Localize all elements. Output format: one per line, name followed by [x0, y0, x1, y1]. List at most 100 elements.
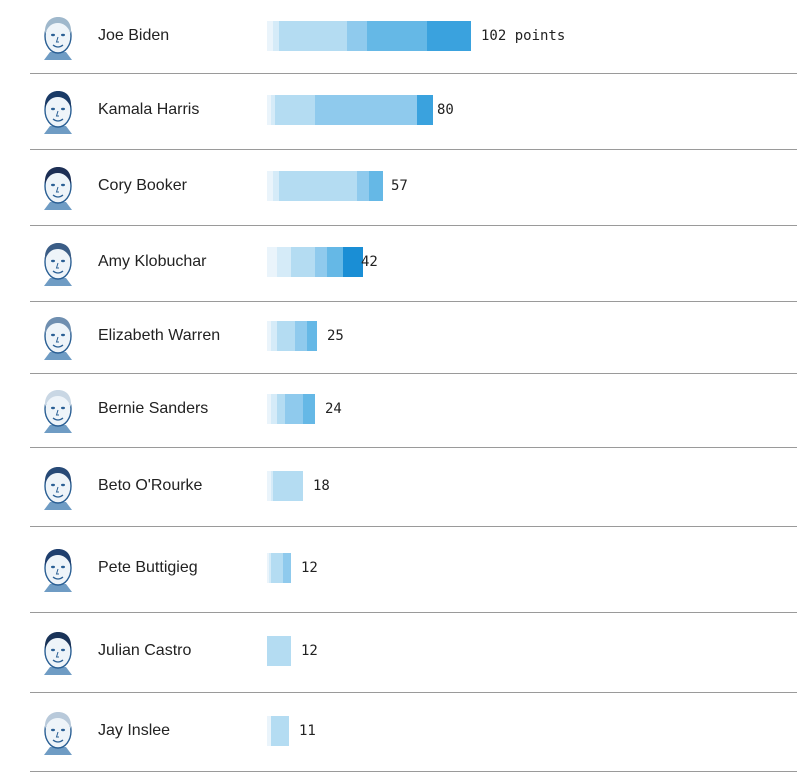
points-value-label: 12: [301, 643, 318, 659]
bar-segment: [275, 95, 315, 125]
row-divider: [30, 373, 797, 374]
row-divider: [30, 301, 797, 302]
points-value-label: 57: [391, 178, 408, 194]
bar-segment: [295, 321, 307, 351]
candidate-portrait-icon: [38, 462, 78, 510]
candidate-row: Joe Biden 102 points: [0, 0, 809, 74]
row-divider: [30, 692, 797, 693]
bar-segment: [283, 553, 291, 583]
row-divider: [30, 73, 797, 74]
candidate-name: Amy Klobuchar: [98, 253, 207, 270]
bar-segment: [273, 171, 279, 201]
points-value-label: 11: [299, 723, 316, 739]
row-divider: [30, 149, 797, 150]
bar-segment: [427, 21, 471, 51]
bar-segment: [267, 247, 277, 277]
points-bar: [267, 171, 383, 201]
bar-segment: [267, 394, 271, 424]
bar-segment: [271, 321, 277, 351]
bar-segment: [267, 171, 273, 201]
points-bar: [267, 471, 303, 501]
row-divider: [30, 612, 797, 613]
candidate-portrait-icon: [38, 86, 78, 134]
points-bar: [267, 21, 471, 51]
candidate-row: Julian Castro 12: [0, 612, 809, 693]
candidate-row: Cory Booker 57: [0, 149, 809, 226]
bar-segment: [279, 171, 357, 201]
candidate-row: Elizabeth Warren 25: [0, 301, 809, 374]
bar-segment: [285, 394, 303, 424]
bar-segment: [315, 247, 327, 277]
points-value-label: 80: [437, 102, 454, 118]
candidate-row: Beto O'Rourke 18: [0, 447, 809, 527]
bar-segment: [267, 471, 271, 501]
bar-segment: [417, 95, 433, 125]
candidate-portrait-icon: [38, 312, 78, 360]
candidate-portrait-icon: [38, 544, 78, 592]
points-bar: [267, 247, 363, 277]
bar-segment: [367, 21, 427, 51]
bar-segment: [291, 247, 315, 277]
bar-segment: [357, 171, 369, 201]
candidate-portrait-icon: [38, 707, 78, 755]
bar-segment: [271, 471, 273, 501]
candidate-row: Kamala Harris 80: [0, 73, 809, 150]
bar-segment: [271, 716, 289, 746]
points-value-label: 42: [361, 254, 378, 270]
bar-segment: [267, 21, 273, 51]
bar-segment: [273, 21, 279, 51]
bar-segment: [307, 321, 317, 351]
points-bar: [267, 553, 291, 583]
bar-segment: [269, 553, 271, 583]
row-divider: [30, 771, 797, 772]
bar-segment: [267, 95, 271, 125]
bar-segment: [267, 321, 271, 351]
candidate-name: Cory Booker: [98, 177, 187, 194]
bar-segment: [271, 553, 283, 583]
candidate-portrait-icon: [38, 627, 78, 675]
candidate-row: Jay Inslee 11: [0, 692, 809, 772]
bar-segment: [315, 95, 417, 125]
bar-segment: [343, 247, 363, 277]
row-divider: [30, 447, 797, 448]
points-value-label: 102 points: [481, 28, 566, 44]
bar-segment: [277, 394, 285, 424]
bar-segment: [277, 321, 295, 351]
candidate-name: Bernie Sanders: [98, 400, 209, 417]
points-value-label: 18: [313, 478, 330, 494]
candidate-name: Beto O'Rourke: [98, 477, 203, 494]
candidate-row: Pete Buttigieg 12: [0, 526, 809, 613]
points-bar: [267, 394, 315, 424]
points-value-label: 25: [327, 328, 344, 344]
candidate-name: Julian Castro: [98, 642, 192, 659]
bar-segment: [271, 394, 277, 424]
points-value-label: 24: [325, 401, 342, 417]
row-divider: [30, 526, 797, 527]
points-bar: [267, 716, 289, 746]
bar-segment: [327, 247, 343, 277]
points-bar: [267, 95, 433, 125]
bar-segment: [303, 394, 315, 424]
points-bar: [267, 321, 317, 351]
candidate-portrait-icon: [38, 238, 78, 286]
bar-segment: [267, 716, 271, 746]
row-divider: [30, 225, 797, 226]
bar-segment: [277, 247, 291, 277]
bar-segment: [267, 553, 269, 583]
bar-segment: [279, 21, 347, 51]
candidate-name: Elizabeth Warren: [98, 327, 221, 344]
points-value-label: 12: [301, 560, 318, 576]
candidate-name: Kamala Harris: [98, 101, 200, 118]
candidate-name: Joe Biden: [98, 27, 170, 44]
candidate-portrait-icon: [38, 12, 78, 60]
candidate-portrait-icon: [38, 385, 78, 433]
candidate-name: Pete Buttigieg: [98, 559, 198, 576]
bar-segment: [267, 636, 291, 666]
candidate-name: Jay Inslee: [98, 722, 171, 739]
bar-segment: [271, 95, 275, 125]
bar-segment: [347, 21, 367, 51]
candidate-portrait-icon: [38, 162, 78, 210]
candidate-row: Amy Klobuchar 42: [0, 225, 809, 302]
bar-segment: [273, 471, 303, 501]
